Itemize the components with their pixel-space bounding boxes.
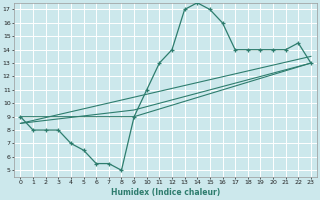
X-axis label: Humidex (Indice chaleur): Humidex (Indice chaleur) [111, 188, 220, 197]
